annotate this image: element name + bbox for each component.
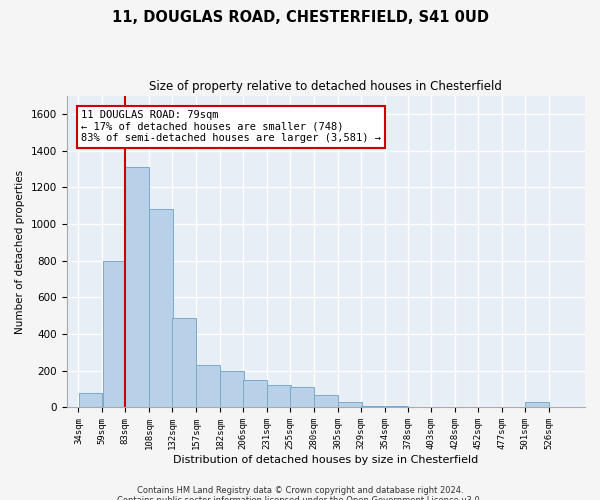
Bar [125, 167, 149, 408]
Text: Contains public sector information licensed under the Open Government Licence v3: Contains public sector information licen… [118, 496, 482, 500]
Title: Size of property relative to detached houses in Chesterfield: Size of property relative to detached ho… [149, 80, 502, 93]
Text: 11, DOUGLAS ROAD, CHESTERFIELD, S41 0UD: 11, DOUGLAS ROAD, CHESTERFIELD, S41 0UD [112, 10, 488, 25]
Bar [407, 406, 431, 408]
Bar [267, 386, 291, 407]
Bar [290, 388, 314, 407]
Bar [314, 394, 338, 407]
X-axis label: Distribution of detached houses by size in Chesterfield: Distribution of detached houses by size … [173, 455, 478, 465]
Bar [455, 406, 479, 408]
Bar [338, 402, 362, 407]
Bar [196, 366, 220, 408]
Bar [149, 210, 173, 408]
Bar [243, 380, 267, 407]
Text: Contains HM Land Registry data © Crown copyright and database right 2024.: Contains HM Land Registry data © Crown c… [137, 486, 463, 495]
Bar [361, 406, 385, 407]
Bar [431, 406, 455, 408]
Text: 11 DOUGLAS ROAD: 79sqm
← 17% of detached houses are smaller (748)
83% of semi-de: 11 DOUGLAS ROAD: 79sqm ← 17% of detached… [81, 110, 381, 144]
Bar [103, 260, 126, 408]
Bar [220, 371, 244, 408]
Y-axis label: Number of detached properties: Number of detached properties [15, 170, 25, 334]
Bar [79, 393, 102, 407]
Bar [385, 406, 409, 407]
Bar [172, 318, 196, 408]
Bar [526, 402, 549, 407]
